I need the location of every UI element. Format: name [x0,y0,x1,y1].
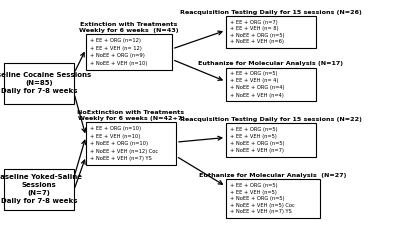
Text: + EE + VEH (n=10): + EE + VEH (n=10) [90,134,140,139]
Bar [226,123,316,157]
Bar [4,63,74,104]
Text: + NoEE + ORG (n=5): + NoEE + ORG (n=5) [230,196,284,201]
Bar [226,179,320,218]
Text: + EE + ORG (n=5): + EE + ORG (n=5) [230,127,278,132]
Text: + NoEE + ORG (n=10): + NoEE + ORG (n=10) [90,141,148,146]
Text: Euthanize for Molecular Analysis  (N=27): Euthanize for Molecular Analysis (N=27) [199,173,347,178]
Bar [226,16,316,48]
Text: Extinction with Treatments
Weekly for 6 weeks  (N=43): Extinction with Treatments Weekly for 6 … [79,22,179,33]
Text: + NoEE + VEH (n=7): + NoEE + VEH (n=7) [230,148,284,154]
Text: + EE + VEH (n=5): + EE + VEH (n=5) [230,190,277,195]
Text: + NoEE + ORG (n=5): + NoEE + ORG (n=5) [230,33,284,38]
Text: + NoEE + VEH (n=12) Coc: + NoEE + VEH (n=12) Coc [90,149,158,154]
Text: + NoEE + VEH (n=7) YS: + NoEE + VEH (n=7) YS [90,156,152,161]
Text: + EE + ORG (n=5): + EE + ORG (n=5) [230,183,278,188]
Text: Baseline Cocaine Sessions
(N=85)
Daily for 7-8 weeks: Baseline Cocaine Sessions (N=85) Daily f… [0,72,91,94]
Text: Euthanize for Molecular Analysis (N=17): Euthanize for Molecular Analysis (N=17) [198,62,344,66]
Bar [4,169,74,210]
Text: + NoEE + VEH (n=4): + NoEE + VEH (n=4) [230,93,284,98]
Text: + EE + ORG (n=7): + EE + ORG (n=7) [230,20,278,25]
Text: + NoEE + ORG (n=9): + NoEE + ORG (n=9) [90,53,145,58]
Text: + EE + VEH (n= 4): + EE + VEH (n= 4) [230,79,278,83]
Bar [86,122,176,165]
Text: + EE + ORG (n=12): + EE + ORG (n=12) [90,38,141,43]
Text: + EE + VEH (n=5): + EE + VEH (n=5) [230,134,277,139]
Text: + NoEE + ORG (n=4): + NoEE + ORG (n=4) [230,86,284,90]
Text: Reacquisition Testing Daily for 15 sessions (N=26): Reacquisition Testing Daily for 15 sessi… [180,10,362,15]
Text: + NoEE + VEH (n=7) YS: + NoEE + VEH (n=7) YS [230,209,292,214]
Text: + EE + ORG (n=10): + EE + ORG (n=10) [90,126,141,131]
Text: + NoEE + VEH (n=5) Coc: + NoEE + VEH (n=5) Coc [230,203,295,208]
Text: Baseline Yoked-Saline
Sessions
(N=7)
Daily for 7-8 weeks: Baseline Yoked-Saline Sessions (N=7) Dai… [0,174,82,204]
Text: + NoEE + VEH (n=10): + NoEE + VEH (n=10) [90,61,147,66]
Text: + EE + VEH (n= 12): + EE + VEH (n= 12) [90,45,142,51]
Text: NoExtinction with Treatments
Weekly for 6 weeks (N=42+7): NoExtinction with Treatments Weekly for … [78,110,184,121]
Text: + NoEE + ORG (n=5): + NoEE + ORG (n=5) [230,141,284,146]
Text: Reacquisition Testing Daily for 15 sessions (N=22): Reacquisition Testing Daily for 15 sessi… [180,117,362,122]
Text: + EE + VEH (n= 8): + EE + VEH (n= 8) [230,26,278,31]
Bar [226,68,316,101]
Text: + NoEE + VEH (n=6): + NoEE + VEH (n=6) [230,39,284,44]
Bar [86,34,172,70]
Text: + EE + ORG (n=5): + EE + ORG (n=5) [230,71,278,76]
